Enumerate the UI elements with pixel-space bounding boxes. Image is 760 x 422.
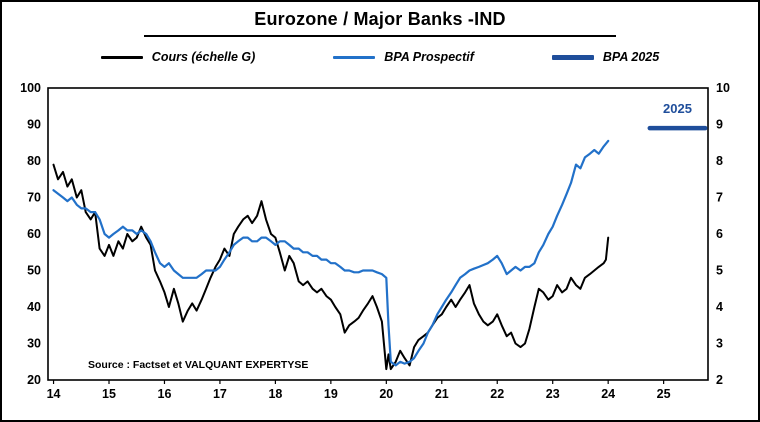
svg-text:5: 5 [716,264,723,278]
legend: Cours (échelle G) BPA Prospectif BPA 202… [2,50,758,64]
svg-text:6: 6 [716,227,723,241]
svg-text:40: 40 [27,300,41,314]
cours-line-swatch [100,55,143,59]
svg-text:22: 22 [490,387,504,401]
title-underline [144,35,616,37]
svg-text:21: 21 [435,387,449,401]
svg-text:20: 20 [27,373,41,387]
svg-text:14: 14 [47,387,61,401]
bpa-2025-label: 2025 [663,101,692,117]
svg-text:30: 30 [27,337,41,351]
svg-text:90: 90 [27,118,41,132]
svg-text:23: 23 [546,387,560,401]
bpa-prospectif-line-swatch [333,55,376,59]
svg-text:4: 4 [716,300,723,314]
svg-text:15: 15 [102,387,116,401]
svg-text:100: 100 [20,81,41,95]
legend-item-bpa-2025: BPA 2025 [551,50,660,64]
legend-label-bpa-2025: BPA 2025 [602,50,660,64]
svg-text:9: 9 [716,118,723,132]
svg-text:70: 70 [27,191,41,205]
svg-text:8: 8 [716,154,723,168]
svg-text:24: 24 [601,387,615,401]
svg-text:25: 25 [657,387,671,401]
svg-text:50: 50 [27,264,41,278]
source-note: Source : Factset et VALQUANT EXPERTYSE [88,359,309,371]
svg-text:60: 60 [27,227,41,241]
svg-text:17: 17 [213,387,227,401]
svg-text:20: 20 [379,387,393,401]
svg-text:16: 16 [158,387,172,401]
bpa-2025-line-swatch [551,54,594,60]
svg-text:80: 80 [27,154,41,168]
legend-label-cours: Cours (échelle G) [151,50,256,64]
svg-text:3: 3 [716,337,723,351]
svg-text:18: 18 [268,387,282,401]
legend-label-bpa-prospectif: BPA Prospectif [384,50,474,64]
legend-item-cours: Cours (échelle G) [100,50,256,64]
svg-text:19: 19 [324,387,338,401]
chart-title: Eurozone / Major Banks -IND [254,9,506,29]
legend-item-bpa-prospectif: BPA Prospectif [333,50,474,64]
svg-text:2: 2 [716,373,723,387]
svg-text:10: 10 [716,81,730,95]
svg-text:7: 7 [716,191,723,205]
